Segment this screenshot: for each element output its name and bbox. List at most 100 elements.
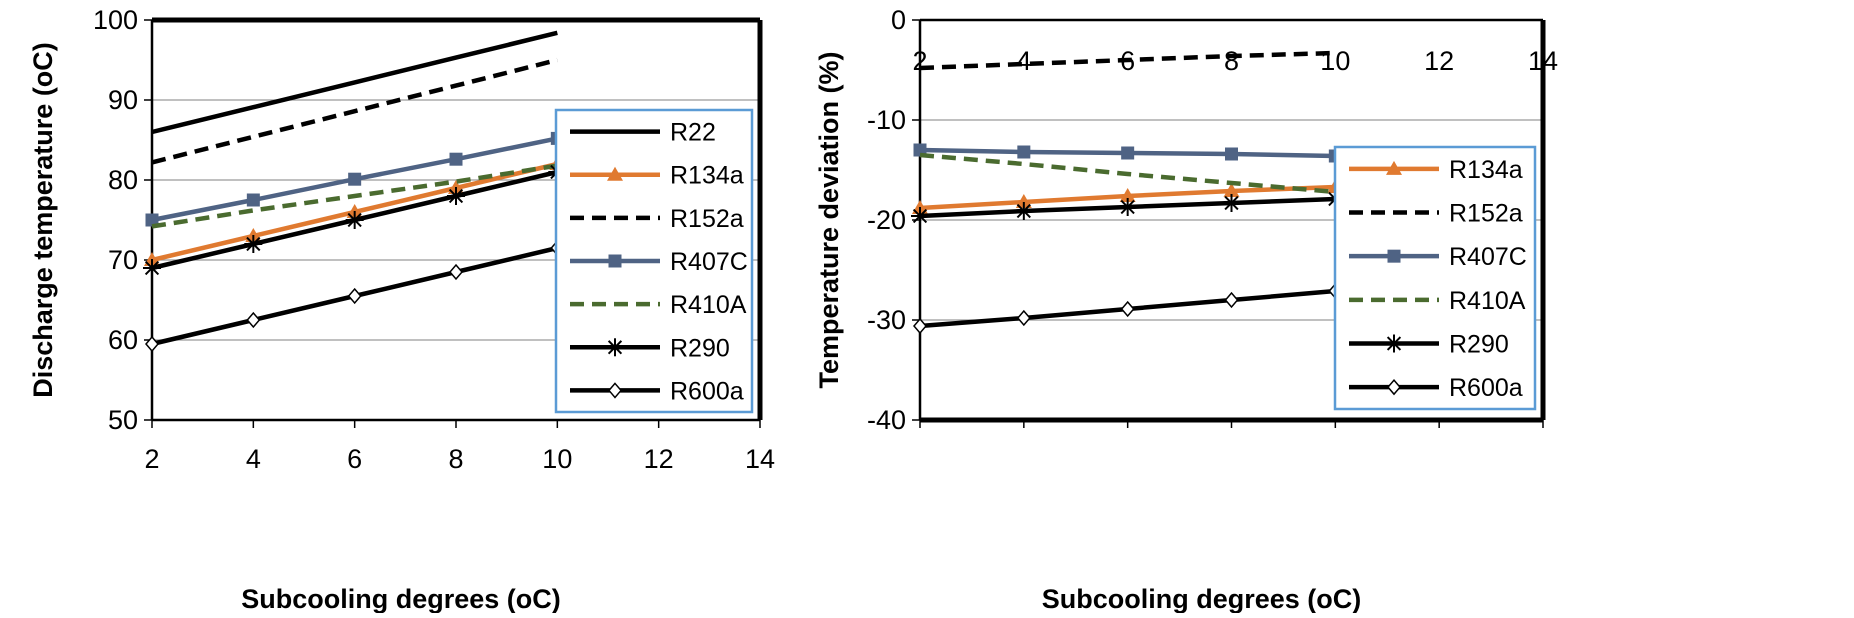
series-r600a-diamond-marker	[246, 311, 261, 329]
series-r290-star-marker	[1014, 202, 1033, 220]
series-r152a	[151, 57, 558, 165]
legend-r407c: R407C	[1349, 243, 1527, 271]
y-tick-label: 90	[108, 85, 138, 115]
y-axis-title: Temperature deviation (%)	[814, 51, 844, 388]
legend-r290-star-marker	[606, 338, 624, 357]
legend-r134a-label: R134a	[670, 162, 744, 190]
legend-r410a-label: R410A	[670, 291, 747, 319]
legend-r290-star-marker	[1385, 334, 1403, 353]
x-tick-label: 10	[1320, 46, 1350, 76]
x-tick-label: 14	[1528, 46, 1558, 76]
y-tick-label: -40	[867, 405, 906, 435]
series-r600a-diamond-marker	[1224, 291, 1239, 309]
series-r600a-diamond-marker	[913, 317, 927, 335]
y-tick-label: -10	[867, 105, 906, 135]
legend-r600a-diamond-marker	[608, 382, 622, 399]
series-r152a	[919, 50, 1336, 71]
x-tick-label: 4	[246, 444, 261, 474]
x-tick-label: 2	[144, 444, 159, 474]
y-tick-label: 60	[108, 325, 138, 355]
x-axis-title: Subcooling degrees (oC)	[1042, 584, 1362, 613]
series-r407c-square-marker	[348, 172, 362, 186]
series-r407c-square-marker	[1017, 145, 1031, 159]
legend: R134a R152a R407C R410A R290 R600a	[1333, 145, 1537, 411]
series-r600a-diamond-marker	[347, 287, 362, 305]
legend-r290-label: R290	[670, 334, 730, 362]
legend-r152a-label: R152a	[670, 205, 744, 233]
series-r600a-diamond-marker	[145, 335, 159, 353]
legend-r407c: R407C	[570, 248, 748, 276]
legend-r22: R22	[570, 119, 716, 147]
legend-r407c-square-marker	[608, 254, 622, 268]
legend-r290: R290	[570, 334, 730, 362]
series-r290-star-marker	[143, 259, 161, 277]
x-tick-label: 6	[347, 444, 362, 474]
y-axis-title: Discharge temperature (oC)	[28, 42, 58, 398]
series-r407c-square-marker	[246, 193, 260, 207]
legend-r134a-triangle-marker	[1386, 160, 1402, 175]
series-r22-line	[151, 30, 558, 135]
legend-r410a-label: R410A	[1449, 287, 1526, 315]
series-r290-star-marker	[447, 187, 465, 205]
legend-r152a: R152a	[1349, 200, 1523, 228]
legend-r290-label: R290	[1449, 331, 1509, 359]
series-r407c-square-marker	[1225, 147, 1238, 161]
legend-r134a-triangle-marker	[607, 166, 623, 181]
series-r134a-triangle-marker	[1223, 183, 1240, 197]
legend-r600a-label: R600a	[670, 377, 744, 405]
series-r410a	[919, 152, 1336, 195]
series-r407c-square-marker	[1121, 146, 1135, 160]
legend-r407c-label: R407C	[1449, 243, 1527, 271]
legend-r407c-label: R407C	[670, 248, 748, 276]
series-r407c	[145, 131, 564, 227]
legend-r290: R290	[1349, 331, 1509, 359]
x-tick-label: 2	[912, 46, 927, 76]
y-tick-label: 100	[93, 5, 138, 35]
series-r290-star-marker	[911, 207, 929, 225]
series-r600a-diamond-marker	[1016, 309, 1031, 327]
x-tick-label: 4	[1016, 46, 1031, 76]
series-r152a-line	[919, 50, 1336, 71]
chart-1: 50 60 70 80 90 100 2 4 6 8 10 12 14 Subcooling degree…	[28, 5, 775, 614]
legend-box	[1333, 145, 1537, 411]
legend-r410a: R410A	[570, 291, 747, 319]
x-axis-title: Subcooling degrees (oC)	[241, 584, 561, 613]
y-tick-label: 50	[108, 405, 138, 435]
y-tick-label: 80	[108, 165, 138, 195]
legend-r152a-label: R152a	[1449, 200, 1523, 228]
series-r600a	[145, 239, 565, 353]
legend-r22-label: R22	[670, 119, 716, 147]
series-r600a-diamond-marker	[449, 263, 463, 281]
series-r410a	[151, 163, 558, 229]
series-r290-star-marker	[1222, 194, 1241, 212]
x-tick-label: 8	[1224, 46, 1239, 76]
series-r152a-line	[151, 57, 558, 165]
legend-r134a: R134a	[1349, 156, 1523, 184]
legend-r600a: R600a	[1349, 374, 1523, 402]
y-tick-label: 70	[108, 245, 138, 275]
series-r600a	[913, 282, 1343, 335]
series-r600a-diamond-marker	[1120, 300, 1135, 318]
legend-r600a: R600a	[570, 377, 744, 405]
legend-r407c-square-marker	[1387, 249, 1401, 263]
series-r290-star-marker	[244, 235, 263, 253]
x-tick-label: 14	[745, 444, 775, 474]
legend-r600a-label: R600a	[1449, 374, 1523, 402]
legend-r152a: R152a	[570, 205, 744, 233]
x-tick-label: 10	[542, 444, 572, 474]
series-r290-star-marker	[345, 211, 364, 229]
legend-r410a: R410A	[1349, 287, 1526, 315]
legend-r134a: R134a	[570, 162, 744, 190]
series-r22	[151, 30, 558, 135]
x-tick-label: 12	[644, 444, 674, 474]
series-r410a-line	[151, 163, 558, 229]
legend-r600a-diamond-marker	[1387, 379, 1401, 396]
series-r410a-line	[919, 152, 1336, 195]
x-tick-label: 12	[1424, 46, 1454, 76]
series-r407c-square-marker	[145, 213, 159, 227]
y-tick-label: -30	[867, 305, 906, 335]
legend: R22 R134a R152a R407C R410A R290 R600a	[554, 108, 754, 414]
